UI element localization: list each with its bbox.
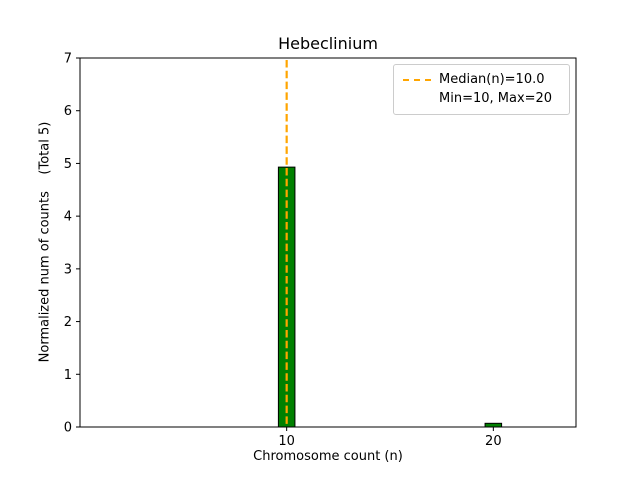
legend-row-minmax: Min=10, Max=20 [403, 89, 569, 108]
y-tick-label: 4 [64, 210, 72, 225]
x-tick-label: 20 [485, 434, 502, 449]
y-tick-label: 5 [64, 157, 72, 172]
legend: Median(n)=10.0 Min=10, Max=20 [393, 64, 570, 115]
y-tick-label: 3 [64, 262, 72, 277]
x-axis-label: Chromosome count (n) [253, 449, 403, 464]
y-tick-label: 0 [64, 421, 72, 436]
y-tick-label: 6 [64, 104, 72, 119]
chart-title: Hebeclinium [278, 34, 378, 53]
legend-spacer [403, 98, 431, 100]
bar [484, 422, 503, 428]
plot-frame [79, 57, 577, 428]
legend-entry-minmax: Min=10, Max=20 [439, 91, 553, 106]
median-dashed-line-sample-icon [403, 78, 431, 81]
y-tick-label: 2 [64, 315, 72, 330]
legend-entry-median: Median(n)=10.0 [439, 72, 545, 87]
y-axis-label: Normalized num of counts (Total 5) [37, 121, 53, 363]
y-tick-label: 7 [64, 52, 72, 67]
x-tick-label: 10 [278, 434, 295, 449]
y-tick-label: 1 [64, 368, 72, 383]
legend-row-median: Median(n)=10.0 [403, 70, 569, 89]
